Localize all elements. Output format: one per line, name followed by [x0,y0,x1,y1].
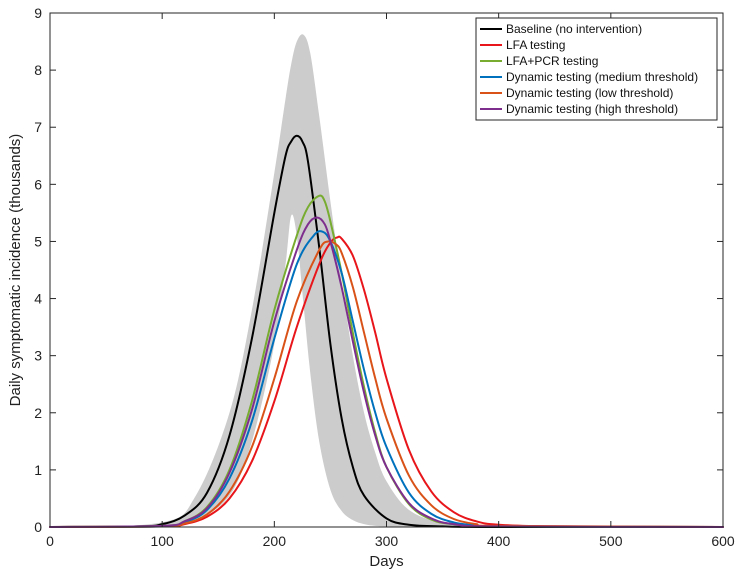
y-tick-label: 8 [34,62,42,78]
x-tick-label: 0 [46,533,54,549]
series-line-5 [49,240,724,528]
legend-entry-4: Dynamic testing (medium threshold) [506,70,698,84]
y-tick-label: 0 [34,519,42,535]
legend-box [475,17,718,121]
series-line-6 [49,216,724,528]
y-axis-label: Daily symptomatic incidence (thousands) [7,134,24,407]
x-tick-label: 400 [487,533,511,549]
x-axis-label: Days [369,553,403,570]
x-tick-label: 600 [711,533,735,549]
y-tick-label: 2 [34,405,42,421]
y-tick-label: 6 [34,176,42,192]
y-tick-label: 3 [34,348,42,364]
series-line-2 [49,235,724,528]
series-layer [49,134,724,529]
y-tick-label: 4 [34,291,42,307]
x-tick-label: 100 [150,533,174,549]
legend: Baseline (no intervention) LFA testing LFA… [475,17,718,121]
series-line-4 [49,230,724,528]
legend-entry-6: Dynamic testing (high threshold) [506,102,678,116]
legend-entry-2: LFA testing [506,38,565,52]
axes-layer: 0 100 200 300 400 500 600 0 1 2 3 4 5 6 7 8 9 [34,5,735,549]
x-tick-label: 500 [599,533,623,549]
y-tick-label: 5 [34,233,42,249]
y-tick-label: 1 [34,462,42,478]
x-tick-label: 300 [375,533,399,549]
y-tick-label: 9 [34,5,42,21]
legend-entry-1: Baseline (no intervention) [506,22,642,36]
legend-entry-3: LFA+PCR testing [506,54,598,68]
legend-entry-5: Dynamic testing (low threshold) [506,86,673,100]
series-line-1 [49,134,724,529]
y-tick-label: 7 [34,119,42,135]
x-tick-label: 200 [263,533,287,549]
